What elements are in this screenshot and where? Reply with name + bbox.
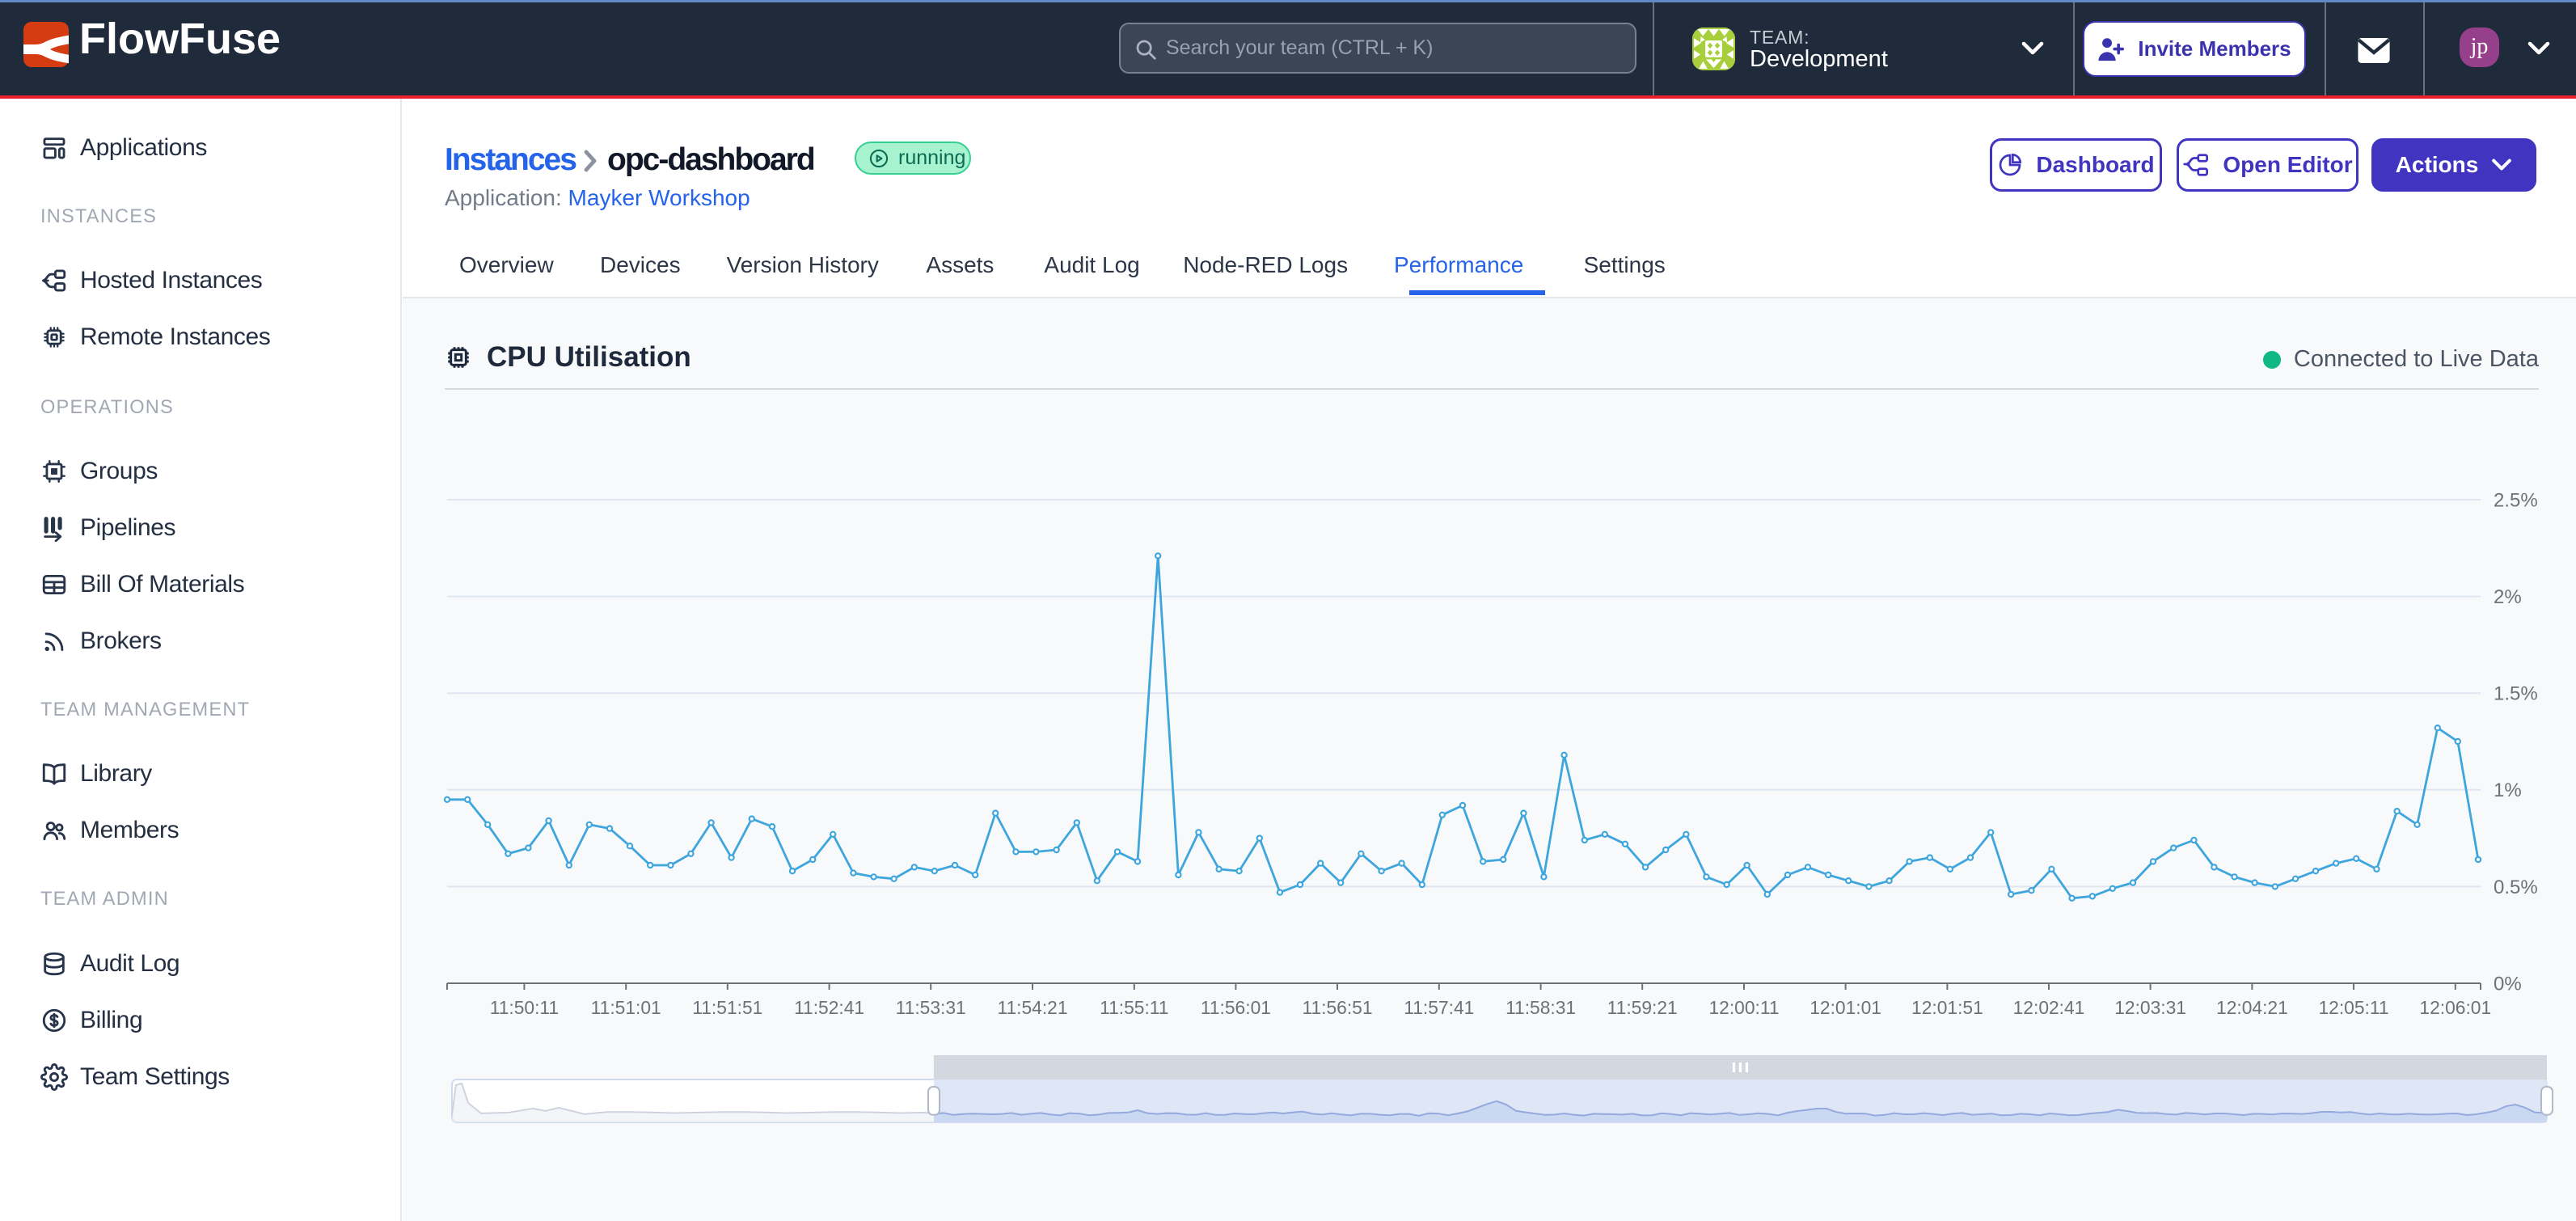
svg-text:0%: 0%	[2494, 973, 2522, 995]
svg-text:11:59:21: 11:59:21	[1607, 997, 1678, 1018]
svg-text:12:01:01: 12:01:01	[1810, 997, 1881, 1018]
svg-text:11:56:51: 11:56:51	[1302, 997, 1372, 1018]
svg-text:12:06:01: 12:06:01	[2419, 997, 2491, 1018]
svg-text:11:56:01: 11:56:01	[1201, 997, 1271, 1018]
svg-text:12:04:21: 12:04:21	[2216, 997, 2288, 1018]
svg-text:0.5%: 0.5%	[2494, 877, 2538, 898]
svg-text:11:58:31: 11:58:31	[1505, 997, 1576, 1018]
svg-text:1.5%: 1.5%	[2494, 683, 2538, 705]
svg-text:11:52:41: 11:52:41	[794, 997, 864, 1018]
svg-text:1%: 1%	[2494, 779, 2522, 801]
svg-text:11:55:11: 11:55:11	[1100, 997, 1168, 1018]
svg-text:12:02:41: 12:02:41	[2013, 997, 2085, 1018]
svg-text:12:03:31: 12:03:31	[2114, 997, 2186, 1018]
svg-text:11:54:21: 11:54:21	[997, 997, 1067, 1018]
svg-text:12:00:11: 12:00:11	[1708, 997, 1779, 1018]
svg-text:12:05:11: 12:05:11	[2318, 997, 2388, 1018]
svg-text:11:51:51: 11:51:51	[692, 997, 762, 1018]
svg-text:11:57:41: 11:57:41	[1404, 997, 1474, 1018]
svg-text:2%: 2%	[2494, 586, 2522, 608]
svg-text:12:01:51: 12:01:51	[1911, 997, 1983, 1018]
svg-text:11:53:31: 11:53:31	[896, 997, 966, 1018]
svg-text:2.5%: 2.5%	[2494, 489, 2538, 511]
svg-text:11:50:11: 11:50:11	[490, 997, 559, 1018]
svg-text:11:51:01: 11:51:01	[591, 997, 661, 1018]
